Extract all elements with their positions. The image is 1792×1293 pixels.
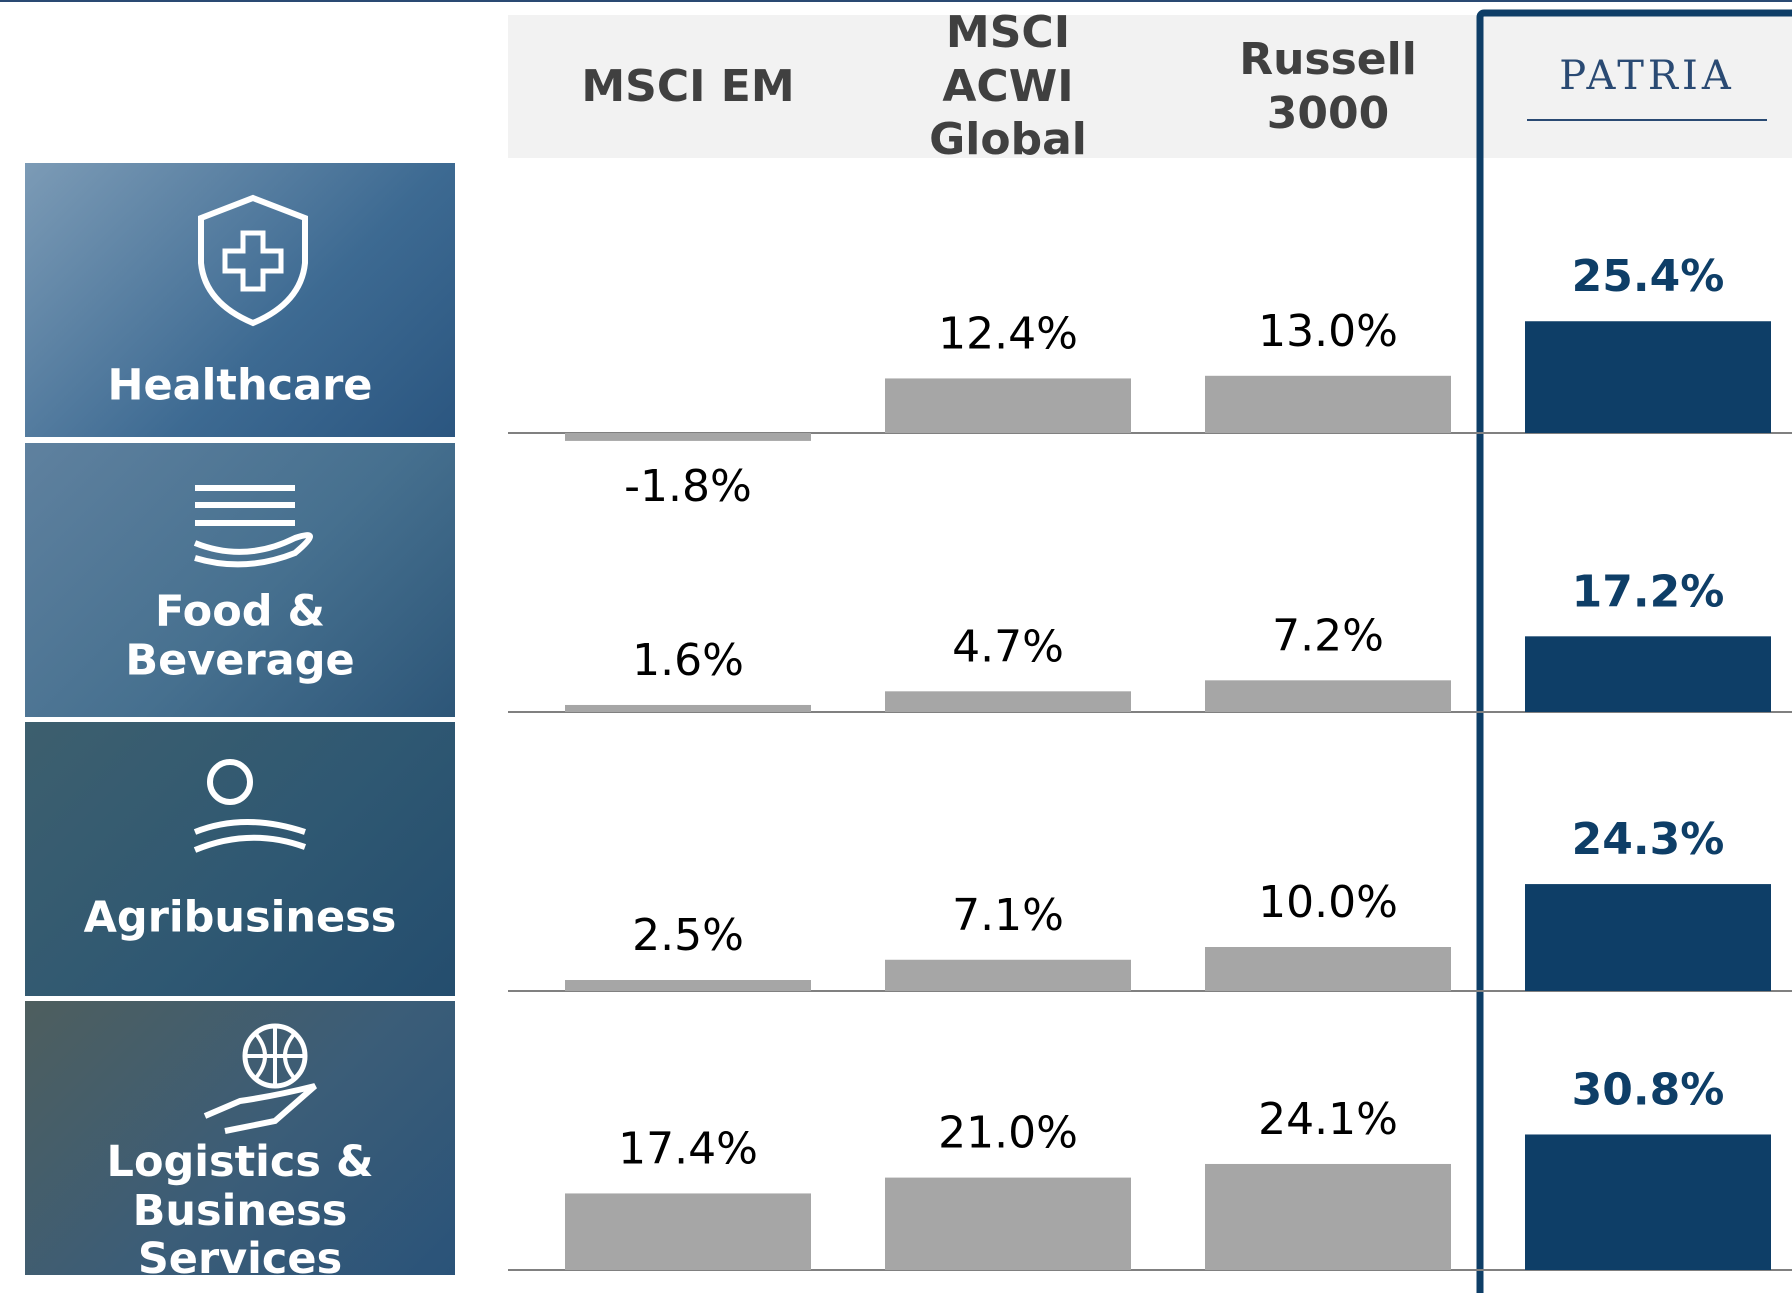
icon (193, 485, 313, 568)
bar (1205, 1163, 1451, 1270)
value-label: 30.8% (1572, 1064, 1725, 1115)
series-name: MSCI ACWI Global (929, 7, 1087, 166)
value-label: -1.8% (624, 461, 752, 512)
bar (565, 704, 811, 712)
value-label: 7.2% (1272, 610, 1384, 661)
sector-label: Food & Beverage (125, 586, 355, 685)
bar (1525, 1134, 1771, 1270)
icon (203, 1023, 317, 1134)
bar (885, 1177, 1131, 1270)
sector-panel: Healthcare (25, 163, 455, 437)
logo: PATRIA (1527, 52, 1767, 121)
sector-label: Healthcare (107, 360, 373, 411)
value-label: 25.4% (1572, 251, 1725, 302)
series-name: Russell 3000 (1239, 33, 1417, 139)
bar (1205, 947, 1451, 991)
bar (1525, 321, 1771, 433)
column-header: MSCI ACWI Global (858, 7, 1158, 165)
icon (193, 759, 307, 853)
value-label: 24.1% (1258, 1094, 1398, 1145)
bar (1205, 680, 1451, 712)
value-label: 21.0% (938, 1108, 1078, 1159)
value-label: 17.2% (1572, 566, 1725, 617)
sector-panel: Agribusiness (25, 722, 455, 996)
bar (1525, 636, 1771, 712)
bar (885, 378, 1131, 433)
value-label: 12.4% (938, 308, 1078, 359)
bar (885, 959, 1131, 991)
bar (1525, 884, 1771, 991)
series-name: MSCI EM (581, 60, 795, 112)
bar (565, 433, 811, 441)
value-label: 1.6% (632, 635, 744, 686)
column-header: PATRIA (1497, 15, 1792, 158)
value-label: 7.1% (952, 890, 1064, 941)
sector-label: Agribusiness (83, 892, 397, 943)
column-header: Russell 3000 (1178, 15, 1478, 158)
value-label: 13.0% (1258, 306, 1398, 357)
bar (565, 1193, 811, 1270)
value-label: 10.0% (1258, 877, 1398, 928)
sector-label: Logistics & Business Services (106, 1137, 374, 1275)
sector-panel: Food & Beverage (25, 443, 455, 717)
value-label: 17.4% (618, 1123, 758, 1174)
value-label: 4.7% (952, 621, 1064, 672)
header-band (508, 15, 1792, 158)
value-label: 24.3% (1572, 814, 1725, 865)
bar (1205, 375, 1451, 433)
sector-panel: Logistics & Business Services (25, 1001, 455, 1275)
highlight-frame (1476, 9, 1792, 1293)
bar (565, 980, 811, 991)
column-header: MSCI EM (538, 15, 838, 158)
icon (198, 194, 308, 327)
bar (885, 691, 1131, 712)
value-label: 2.5% (632, 910, 744, 961)
